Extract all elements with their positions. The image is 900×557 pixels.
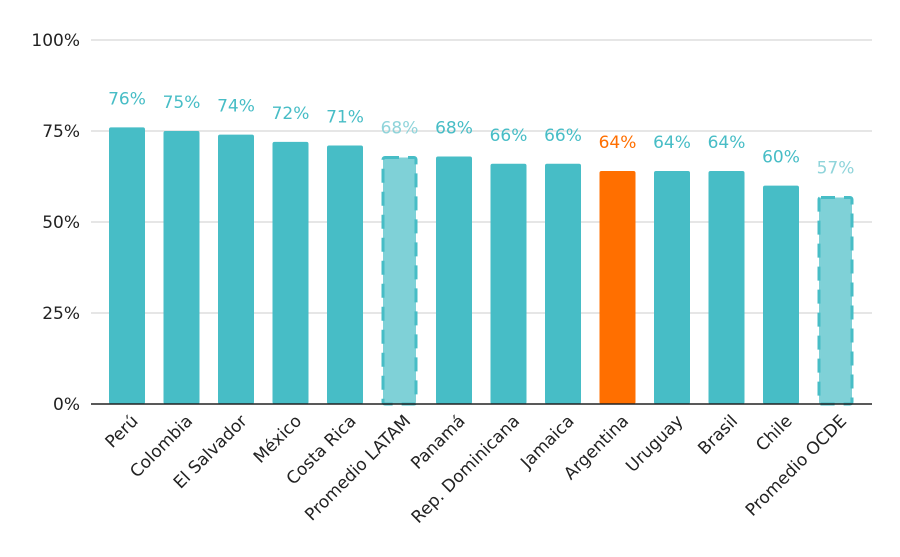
category-label: Uruguay	[622, 411, 687, 476]
bar	[272, 141, 309, 405]
bar-average	[817, 196, 854, 406]
data-label: 64%	[708, 133, 746, 153]
bar	[218, 134, 254, 404]
bar	[436, 156, 472, 404]
y-tick-label: 75%	[42, 122, 80, 142]
data-label: 76%	[108, 89, 146, 109]
data-label: 75%	[163, 93, 201, 113]
category-label: Chile	[752, 411, 796, 455]
data-labels: 76% 75% 74% 72% 71% 68% 68% 66% 66% 64% 64% 64% 60% 5…	[108, 89, 854, 178]
data-label: 68%	[381, 118, 419, 138]
category-label: Perú	[102, 411, 143, 452]
category-label: Promedio LATAM	[301, 411, 415, 525]
bar	[763, 185, 799, 404]
y-tick-label: 50%	[42, 213, 80, 233]
data-label: 66%	[544, 126, 582, 146]
bar	[708, 171, 745, 404]
data-label: 64%	[599, 133, 637, 153]
data-label: 66%	[490, 126, 528, 146]
bar	[109, 127, 145, 405]
grid-lines	[91, 39, 872, 314]
category-label: Brasil	[694, 411, 742, 459]
data-label: 72%	[272, 104, 310, 124]
data-label: 68%	[435, 118, 473, 138]
bar-highlight	[599, 171, 636, 404]
data-label: 57%	[817, 159, 855, 179]
bar	[327, 145, 363, 404]
bar	[490, 163, 527, 404]
bar-average	[381, 155, 418, 406]
bar	[163, 131, 200, 404]
y-tick-label: 100%	[31, 31, 80, 51]
bar	[654, 171, 690, 404]
y-tick-label: 0%	[53, 395, 80, 415]
y-tick-label: 25%	[42, 304, 80, 324]
data-label: 64%	[653, 133, 691, 153]
bar	[545, 163, 581, 404]
y-axis-tick-labels: 0% 25% 50% 75% 100%	[31, 31, 80, 415]
data-label: 71%	[326, 108, 364, 128]
category-label: Promedio OCDE	[742, 411, 851, 520]
data-label: 74%	[217, 97, 255, 117]
bars	[109, 127, 854, 406]
data-label: 60%	[762, 148, 800, 168]
